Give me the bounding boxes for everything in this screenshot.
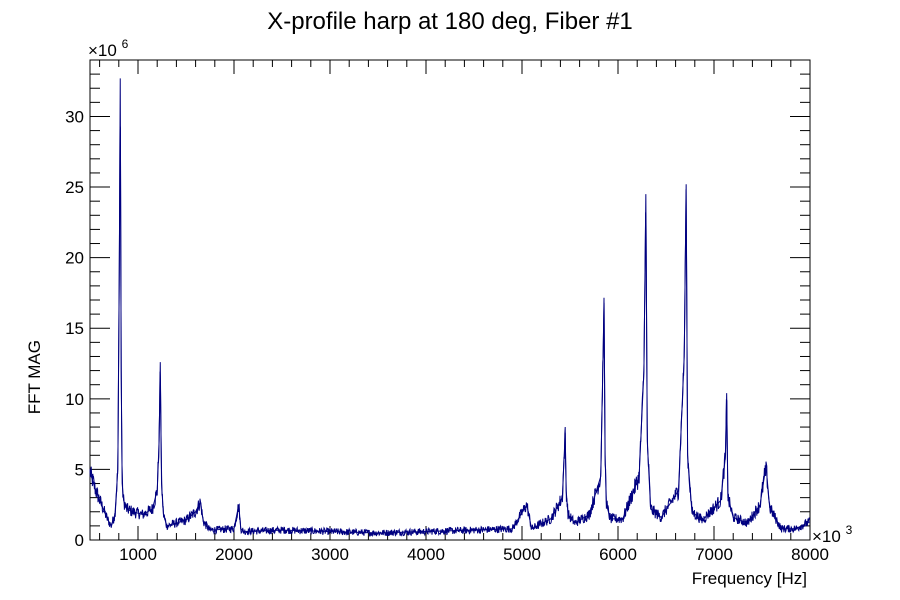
x-multiplier-base: ×10 — [812, 527, 841, 546]
y-tick-label: 15 — [65, 319, 84, 338]
y-multiplier-base: ×10 — [88, 41, 117, 60]
x-tick-label: 8000 — [791, 545, 829, 564]
plot-frame — [89, 59, 811, 541]
x-tick-label: 7000 — [695, 545, 733, 564]
x-tick-label: 4000 — [407, 545, 445, 564]
y-tick-label: 5 — [75, 460, 84, 479]
x-multiplier: ×10 3 — [812, 523, 853, 546]
y-tick-label: 20 — [65, 249, 84, 268]
x-tick-label: 2000 — [215, 545, 253, 564]
y-tick-label: 25 — [65, 178, 84, 197]
y-tick-label: 0 — [75, 531, 84, 550]
axis-ticks — [90, 59, 811, 541]
svg-text:×10 6: ×10 6 — [88, 37, 129, 60]
x-multiplier-exp: 3 — [846, 523, 853, 537]
y-tick-label: 30 — [65, 107, 84, 126]
x-tick-label: 5000 — [503, 545, 541, 564]
y-multiplier: ×10 6 — [88, 37, 129, 60]
y-tick-label: 10 — [65, 390, 84, 409]
y-multiplier-exp: 6 — [122, 37, 129, 51]
x-tick-labels: 1000 2000 3000 4000 5000 6000 7000 8000 — [119, 545, 829, 564]
series-envelope — [89, 78, 811, 534]
svg-text:×10 3: ×10 3 — [812, 523, 853, 546]
series-line — [89, 125, 811, 538]
x-axis-label: Frequency [Hz] — [692, 569, 807, 588]
y-tick-labels: 0 5 10 15 20 25 30 — [65, 107, 84, 550]
x-tick-label: 3000 — [311, 545, 349, 564]
x-tick-label: 1000 — [119, 545, 157, 564]
x-tick-label: 6000 — [599, 545, 637, 564]
y-axis-label: FFT MAG — [25, 340, 44, 414]
chart-title: X-profile harp at 180 deg, Fiber #1 — [267, 8, 633, 35]
